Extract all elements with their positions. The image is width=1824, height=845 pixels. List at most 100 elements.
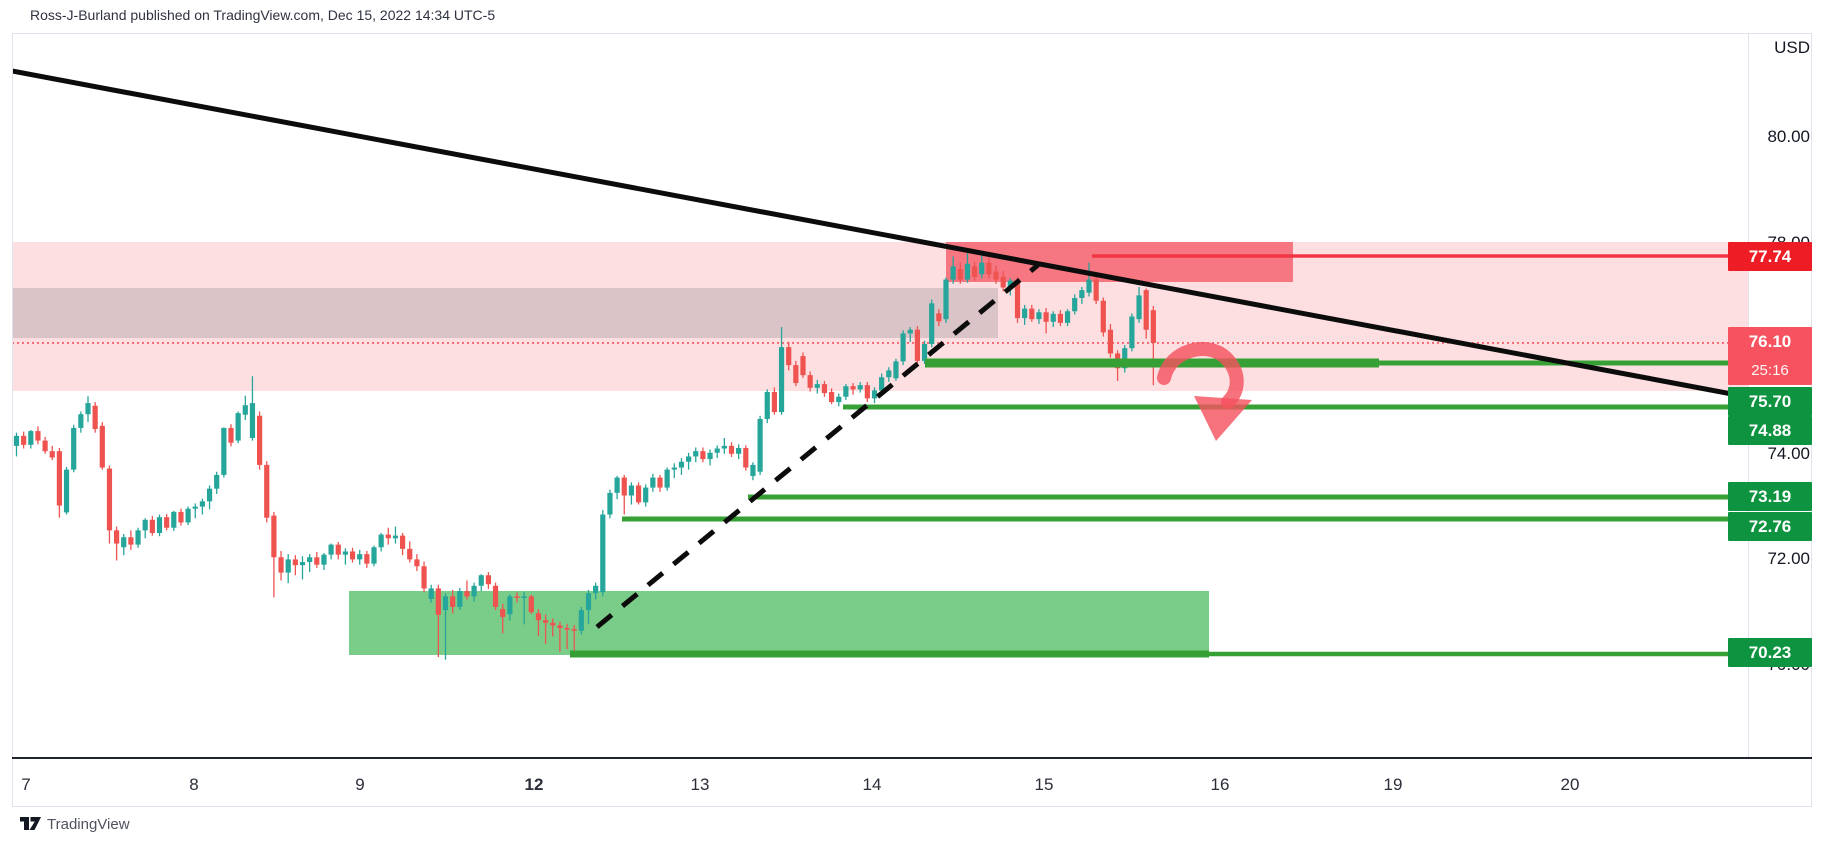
candle-body (671, 467, 677, 470)
plot-area (12, 68, 1748, 660)
candle-body (285, 559, 291, 573)
candle-body (78, 414, 84, 428)
candle-body (264, 464, 270, 518)
candle-body (464, 591, 470, 597)
candle-body (1100, 300, 1106, 333)
candle-body (607, 492, 613, 515)
candle-body (864, 385, 870, 399)
candle-body (257, 415, 263, 465)
candle-body (392, 535, 399, 539)
candle-body (793, 365, 799, 384)
price-tag-74.88: 74.88 (1728, 416, 1812, 445)
candle-body (314, 557, 320, 565)
candle-body (342, 551, 348, 555)
candle-body (657, 477, 663, 488)
candle-body (42, 440, 48, 452)
price-tag-73.19: 73.19 (1728, 482, 1812, 511)
candle-body (92, 405, 98, 429)
time-label-8: 8 (189, 775, 199, 794)
time-label-7: 7 (21, 775, 31, 794)
candle-body (514, 596, 520, 598)
candle-body (964, 263, 971, 280)
grey-overlay-zone (12, 288, 998, 338)
candle-body (728, 445, 735, 454)
candle-body (178, 511, 184, 523)
candle-body (643, 487, 649, 503)
candle-body (807, 375, 813, 388)
candle-body (242, 405, 248, 415)
candle-body (1029, 308, 1035, 320)
candle-body (628, 485, 634, 496)
candle-body (743, 447, 749, 468)
candle-body (1129, 316, 1135, 349)
candle-body (1107, 329, 1114, 354)
candle-body (972, 266, 978, 277)
resistance-band-zone (12, 242, 1748, 391)
candle-body (1143, 290, 1149, 330)
down-arrow-head-icon (1194, 396, 1252, 441)
price-tag-72.76: 72.76 (1728, 512, 1812, 541)
price-tick-74.00: 74.00 (1767, 443, 1810, 463)
candle-body (1064, 311, 1071, 323)
candle-body (886, 370, 892, 378)
candle-body (428, 588, 434, 599)
candle-body (771, 392, 777, 413)
candle-body (1000, 276, 1006, 288)
demand-box-zone (349, 591, 1209, 655)
candle-body (364, 554, 370, 564)
candle-body (228, 427, 234, 443)
candle-body (478, 575, 484, 586)
candle-body (407, 548, 413, 560)
candle-body (778, 347, 785, 413)
candle-body (543, 620, 549, 623)
currency-label: USD (1774, 38, 1810, 57)
candle-body (378, 534, 384, 548)
candle-body (421, 566, 427, 589)
price-tag-76.10: 76.10 25:16 (1728, 327, 1812, 385)
candle-body (664, 469, 670, 488)
ascending-dashed-trendline (595, 263, 1040, 629)
price-tag-77.74: 77.74 (1728, 242, 1812, 271)
candle-body (457, 591, 463, 607)
candle-body (893, 361, 899, 379)
candle-body (56, 451, 62, 506)
candle-body (678, 461, 685, 468)
price-tick-72.00: 72.00 (1767, 549, 1810, 569)
candle-body (1007, 280, 1013, 288)
candle-body (149, 519, 155, 533)
candle-body (114, 530, 120, 544)
candle-body (979, 262, 985, 275)
candle-body (249, 403, 256, 438)
candle-body (1014, 280, 1021, 319)
candle-body (435, 588, 441, 615)
candle-body (1050, 313, 1056, 322)
candle-body (943, 279, 949, 320)
candle-body (707, 452, 713, 460)
candle-body (371, 547, 377, 564)
time-label-16: 16 (1210, 775, 1230, 794)
price-tag-70.23: 70.23 (1728, 638, 1812, 667)
candle-body (71, 427, 77, 470)
time-label-15: 15 (1034, 775, 1054, 794)
candle-body (199, 501, 205, 507)
candle-body (214, 474, 220, 489)
tradingview-logo: TradingView (20, 816, 130, 833)
candle-body (1093, 279, 1099, 301)
candle-body (1086, 279, 1092, 293)
candle-body (528, 596, 534, 613)
candle-body (921, 343, 928, 361)
time-label-12: 12 (524, 775, 544, 794)
time-label-19: 19 (1383, 775, 1403, 794)
time-label-20: 20 (1560, 775, 1580, 794)
candle-body (500, 609, 506, 617)
candle-body (221, 427, 227, 475)
candle-body (135, 530, 141, 545)
candle-body (307, 557, 313, 563)
candle-body (400, 535, 406, 549)
candle-body (385, 534, 391, 539)
candle-body (156, 517, 163, 533)
candle-body (442, 596, 449, 611)
candle-body (750, 464, 756, 476)
candle-body (450, 596, 456, 607)
